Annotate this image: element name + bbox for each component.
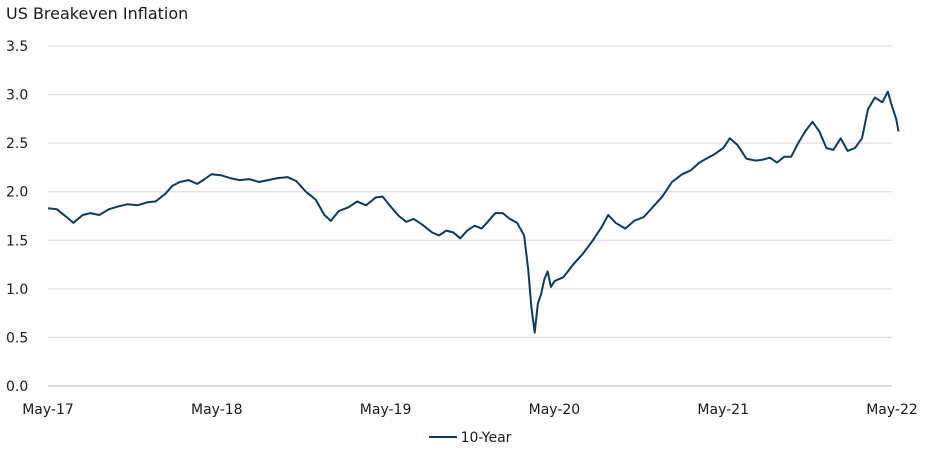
legend-label-10-year: 10-Year — [460, 430, 512, 446]
y-tick-label: 0.5 — [6, 330, 28, 346]
y-axis-ticks: 0.0 0.5 1.0 1.5 2.0 2.5 3.0 3.5 — [6, 39, 28, 395]
y-tick-label: 3.0 — [6, 88, 28, 104]
x-tick-label: May-20 — [529, 402, 581, 418]
x-tick-label: May-21 — [697, 402, 749, 418]
y-tick-label: 3.5 — [6, 39, 28, 55]
y-tick-label: 1.0 — [6, 282, 28, 298]
x-tick-label: May-18 — [191, 402, 243, 418]
gridlines — [48, 45, 892, 338]
x-axis-ticks: May-17 May-18 May-19 May-20 May-21 May-22 — [22, 402, 918, 418]
y-tick-label: 0.0 — [6, 379, 28, 395]
legend: 10-Year — [0, 430, 940, 446]
chart-title: US Breakeven Inflation — [6, 4, 189, 23]
series-line-10-year — [47, 90, 900, 334]
x-tick-label: May-22 — [866, 402, 918, 418]
legend-swatch-10-year — [428, 436, 457, 438]
line-chart: 0.00.51.01.52.02.53.03.5 May-17 May-18 May… — [6, 39, 918, 418]
y-tick-label: 2.0 — [6, 185, 28, 201]
series-layer — [47, 90, 900, 334]
y-tick-label: 2.5 — [6, 136, 28, 152]
y-tick-label: 1.5 — [6, 233, 28, 249]
x-tick-label: May-19 — [360, 402, 412, 418]
x-tick-label: May-17 — [22, 402, 74, 418]
